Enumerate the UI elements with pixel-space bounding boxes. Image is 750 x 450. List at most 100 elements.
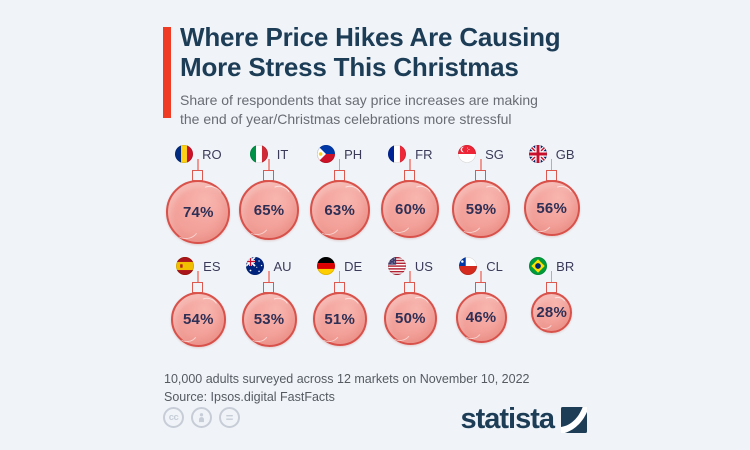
ornament-cap [263, 282, 274, 293]
title-line-1: Where Price Hikes Are Causing [180, 22, 561, 52]
ornament-row-1: RO 74% IT 65% PH 63% FR 60% SG 59% GB 56% [163, 145, 587, 251]
source-note: Source: Ipsos.digital FastFacts [164, 389, 335, 404]
ornament-ph: PH 63% [304, 145, 375, 251]
ornament-string [480, 271, 482, 284]
country-label: ES [163, 257, 234, 275]
ornament-value: 28% [536, 304, 567, 321]
ornament-value: 53% [253, 311, 285, 328]
ornament-value: 54% [183, 311, 214, 328]
flag-fr-icon [388, 145, 407, 163]
footer: 10,000 adults surveyed across 12 markets… [164, 371, 530, 406]
flag-cl-icon [459, 257, 478, 275]
country-code: ES [203, 258, 221, 274]
ornament-string [409, 159, 411, 172]
ornament-value: 56% [536, 199, 567, 217]
country-code: DE [344, 258, 363, 274]
ornament-string [338, 271, 341, 284]
flag-sg-icon [458, 145, 477, 163]
country-label: IT [234, 145, 305, 163]
ornament-cl: CL 46% [446, 257, 517, 357]
statista-logo-mark-icon [561, 406, 587, 433]
subtitle-line-1: Share of respondents that say price incr… [180, 92, 538, 108]
country-label: GB [516, 145, 587, 163]
title-line-2: More Stress This Christmas [180, 52, 519, 82]
ornament-de: DE 51% [304, 257, 375, 357]
ornament-value: 74% [183, 203, 214, 221]
country-code: GB [555, 146, 575, 162]
country-code: AU [273, 258, 292, 274]
equal-icon: = [219, 407, 240, 428]
ornament-es: ES 54% [163, 257, 234, 357]
page-subtitle: Share of respondents that say price incr… [180, 91, 561, 129]
ornament-cap [404, 170, 416, 181]
ornament-cap [263, 170, 274, 181]
country-code: FR [415, 146, 433, 162]
ornament-fr: FR 60% [375, 145, 446, 251]
ornament-ball: 53% [241, 292, 297, 347]
ornament-cap [475, 170, 487, 181]
ornament-ball: 28% [531, 292, 573, 333]
country-label: PH [304, 145, 375, 163]
ornament-string [338, 159, 341, 172]
cc-icon: cc [163, 407, 184, 428]
flag-au-icon [246, 257, 265, 275]
ornament-ball: 46% [455, 292, 507, 343]
country-label: DE [304, 257, 375, 275]
ornament-value: 60% [395, 200, 426, 218]
flag-de-icon [317, 257, 336, 275]
ornament-ball: 74% [166, 180, 231, 244]
ornament-cap [192, 170, 204, 181]
country-code: BR [556, 258, 575, 274]
ornament-it: IT 65% [234, 145, 305, 251]
ornament-ball: 56% [523, 180, 580, 236]
survey-note: 10,000 adults surveyed across 12 markets… [164, 372, 530, 386]
country-code: CL [486, 258, 503, 274]
ornament-ball: 65% [239, 180, 299, 240]
country-label: AU [234, 257, 305, 275]
ornament-string [197, 159, 199, 172]
ornament-cap [192, 282, 204, 293]
country-label: FR [375, 145, 446, 163]
ornament-string [268, 159, 270, 172]
statista-logo-text: statista [460, 403, 555, 435]
flag-us-icon [387, 257, 406, 275]
ornament-value: 65% [253, 201, 285, 219]
ornament-cap [545, 170, 557, 181]
ornament-us: US 50% [375, 257, 446, 357]
page-title: Where Price Hikes Are Causing More Stres… [180, 22, 561, 82]
ornament-cap [333, 170, 345, 181]
ornament-string [409, 271, 411, 284]
ornament-string [550, 271, 553, 284]
country-code: PH [344, 146, 363, 162]
ornament-au: AU 53% [234, 257, 305, 357]
ornament-ball: 59% [452, 180, 511, 238]
ornament-value: 59% [465, 200, 497, 218]
country-label: BR [516, 257, 587, 275]
flag-ro-icon [175, 145, 194, 163]
statista-logo: statista [460, 403, 587, 436]
flag-es-icon [176, 257, 195, 275]
ornament-cap [404, 282, 416, 293]
country-code: SG [485, 146, 504, 162]
ornament-ball: 60% [381, 180, 440, 238]
country-code: RO [202, 146, 222, 162]
ornament-cap [545, 282, 557, 293]
license-icons: cc = [163, 407, 240, 428]
ornament-cap [333, 282, 345, 293]
header: Where Price Hikes Are Causing More Stres… [180, 22, 561, 129]
country-label: US [375, 257, 446, 275]
ornament-ball: 63% [309, 180, 370, 240]
ornament-ball: 54% [170, 292, 226, 347]
ornament-string [268, 271, 270, 284]
ornament-value: 51% [324, 310, 355, 328]
country-label: RO [163, 145, 234, 163]
flag-br-icon [529, 257, 548, 275]
ornament-cap [475, 282, 487, 293]
ornament-ball: 51% [312, 292, 367, 346]
flag-it-icon [249, 145, 268, 163]
ornament-row-2: ES 54% AU 53% DE 51% US 50% CL 46% BR 28% [163, 257, 587, 357]
ornament-ro: RO 74% [163, 145, 234, 251]
country-code: IT [276, 146, 289, 162]
country-label: CL [446, 257, 517, 275]
country-code: US [414, 258, 433, 274]
